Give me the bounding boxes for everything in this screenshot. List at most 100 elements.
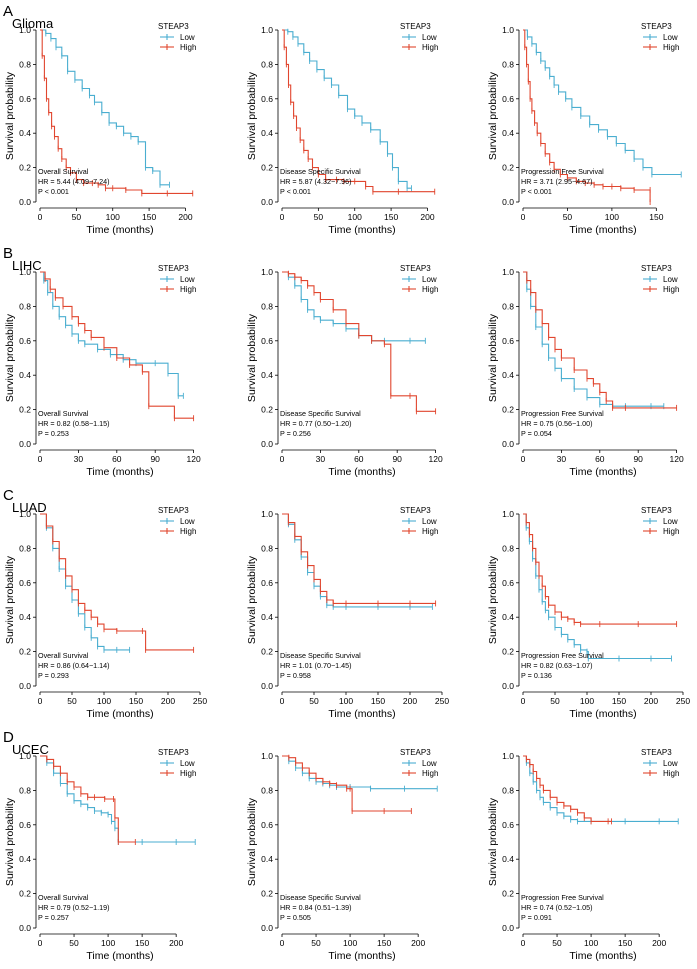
km-curve-high (523, 271, 677, 409)
legend-label-high: High (180, 43, 196, 52)
legend-title: STEAP3 (400, 264, 431, 273)
x-tick-label: 150 (142, 212, 156, 222)
y-axis-title: Survival probability (246, 71, 258, 160)
y-tick-label: 1.0 (19, 25, 31, 35)
survival-type-label: Progression Free Survival (521, 651, 604, 660)
y-tick-label: 0.4 (19, 128, 31, 138)
y-tick-label: 0.6 (261, 578, 273, 588)
x-tick-label: 100 (101, 938, 115, 948)
km-curve-high (282, 271, 436, 412)
y-tick-label: 0.8 (261, 59, 273, 69)
survival-type-label: Progression Free Survival (521, 167, 604, 176)
y-tick-label: 0.6 (19, 578, 31, 588)
x-tick-label: 0 (521, 696, 526, 706)
y-tick-label: 0.8 (19, 59, 31, 69)
y-tick-label: 0.8 (502, 543, 514, 553)
y-tick-label: 0.2 (261, 405, 273, 415)
x-axis-title: Time (months) (569, 950, 636, 962)
survival-type-label: Overall Survival (38, 167, 89, 176)
y-axis-title: Survival probability (487, 555, 499, 644)
cancer-title: LIHC (12, 258, 42, 273)
y-axis-title: Survival probability (246, 797, 258, 886)
survival-type-label: Disease Specific Survival (280, 167, 361, 176)
x-axis-title: Time (months) (86, 224, 153, 236)
survival-type-label: Progression Free Survival (521, 893, 604, 902)
legend-title: STEAP3 (641, 506, 672, 515)
y-axis-title: Survival probability (487, 313, 499, 402)
x-tick-label: 120 (429, 454, 443, 464)
y-tick-label: 0.0 (502, 439, 514, 449)
y-tick-label: 0.6 (19, 820, 31, 830)
x-tick-label: 150 (129, 696, 143, 706)
y-tick-label: 0.6 (261, 336, 273, 346)
x-tick-label: 30 (316, 454, 326, 464)
x-tick-label: 50 (311, 938, 321, 948)
y-tick-label: 0.6 (261, 94, 273, 104)
y-tick-label: 0.0 (261, 197, 273, 207)
legend-label-low: Low (180, 33, 195, 42)
y-tick-label: 0.6 (19, 336, 31, 346)
x-tick-label: 200 (161, 696, 175, 706)
x-axis-title: Time (months) (86, 950, 153, 962)
y-tick-label: 0.2 (502, 405, 514, 415)
x-tick-label: 60 (112, 454, 122, 464)
legend-title: STEAP3 (158, 22, 189, 31)
legend-label-low: Low (422, 275, 437, 284)
p-value: P < 0.001 (280, 187, 311, 196)
p-value: P = 0.958 (280, 671, 311, 680)
y-tick-label: 1.0 (502, 751, 514, 761)
legend-label-low: Low (663, 33, 678, 42)
km-curve-high (282, 755, 412, 812)
legend-title: STEAP3 (400, 506, 431, 515)
y-tick-label: 0.4 (502, 128, 514, 138)
x-tick-label: 250 (676, 696, 690, 706)
km-chart-lihc-0: 0.0 0.2 0.4 0.6 0.8 1.0 0 30 60 90 120 Time (months… (4, 264, 201, 478)
y-tick-label: 0.2 (261, 889, 273, 899)
y-axis-title: Survival probability (246, 313, 258, 402)
km-chart-luad-0: 0.0 0.2 0.4 0.6 0.8 1.0 0 50 100 150 200 250 Time (m… (4, 506, 207, 720)
km-curve-low (523, 755, 679, 822)
panel-letter: A (3, 3, 13, 20)
y-tick-label: 0.0 (19, 197, 31, 207)
km-chart-ucec-0: 0.0 0.2 0.4 0.6 0.8 1.0 0 50 100 150 200 Time (mont… (4, 748, 196, 962)
x-tick-label: 0 (280, 696, 285, 706)
x-tick-label: 150 (377, 938, 391, 948)
panel-letter: D (3, 729, 14, 746)
x-tick-label: 150 (612, 696, 626, 706)
legend-label-high: High (422, 43, 438, 52)
y-tick-label: 0.6 (19, 94, 31, 104)
x-tick-label: 90 (150, 454, 160, 464)
x-tick-label: 200 (652, 938, 666, 948)
p-value: P = 0.293 (38, 671, 69, 680)
y-tick-label: 0.0 (502, 197, 514, 207)
y-axis-title: Survival probability (4, 71, 16, 160)
x-tick-label: 90 (633, 454, 643, 464)
x-tick-label: 200 (169, 938, 183, 948)
hazard-ratio: HR = 0.82 (0.63−1.07) (521, 661, 593, 670)
km-curve-low (40, 29, 170, 186)
x-tick-label: 150 (135, 938, 149, 948)
y-tick-label: 0.4 (19, 854, 31, 864)
legend-title: STEAP3 (158, 748, 189, 757)
x-tick-label: 100 (343, 938, 357, 948)
hazard-ratio: HR = 0.74 (0.52−1.05) (521, 903, 593, 912)
x-tick-label: 150 (371, 696, 385, 706)
y-tick-label: 0.2 (261, 163, 273, 173)
x-tick-label: 30 (557, 454, 567, 464)
y-tick-label: 0.2 (502, 647, 514, 657)
y-tick-label: 1.0 (261, 25, 273, 35)
hazard-ratio: HR = 0.84 (0.51−1.39) (280, 903, 352, 912)
y-tick-label: 0.4 (261, 128, 273, 138)
y-tick-label: 1.0 (502, 267, 514, 277)
x-tick-label: 200 (420, 212, 434, 222)
y-axis-title: Survival probability (4, 555, 16, 644)
km-chart-glioma-0: 0.0 0.2 0.4 0.6 0.8 1.0 0 50 100 150 200 Time (mont… (4, 22, 196, 236)
hazard-ratio: HR = 0.86 (0.64−1.14) (38, 661, 110, 670)
x-tick-label: 100 (106, 212, 120, 222)
legend-title: STEAP3 (400, 748, 431, 757)
x-tick-label: 100 (584, 938, 598, 948)
p-value: P = 0.136 (521, 671, 552, 680)
